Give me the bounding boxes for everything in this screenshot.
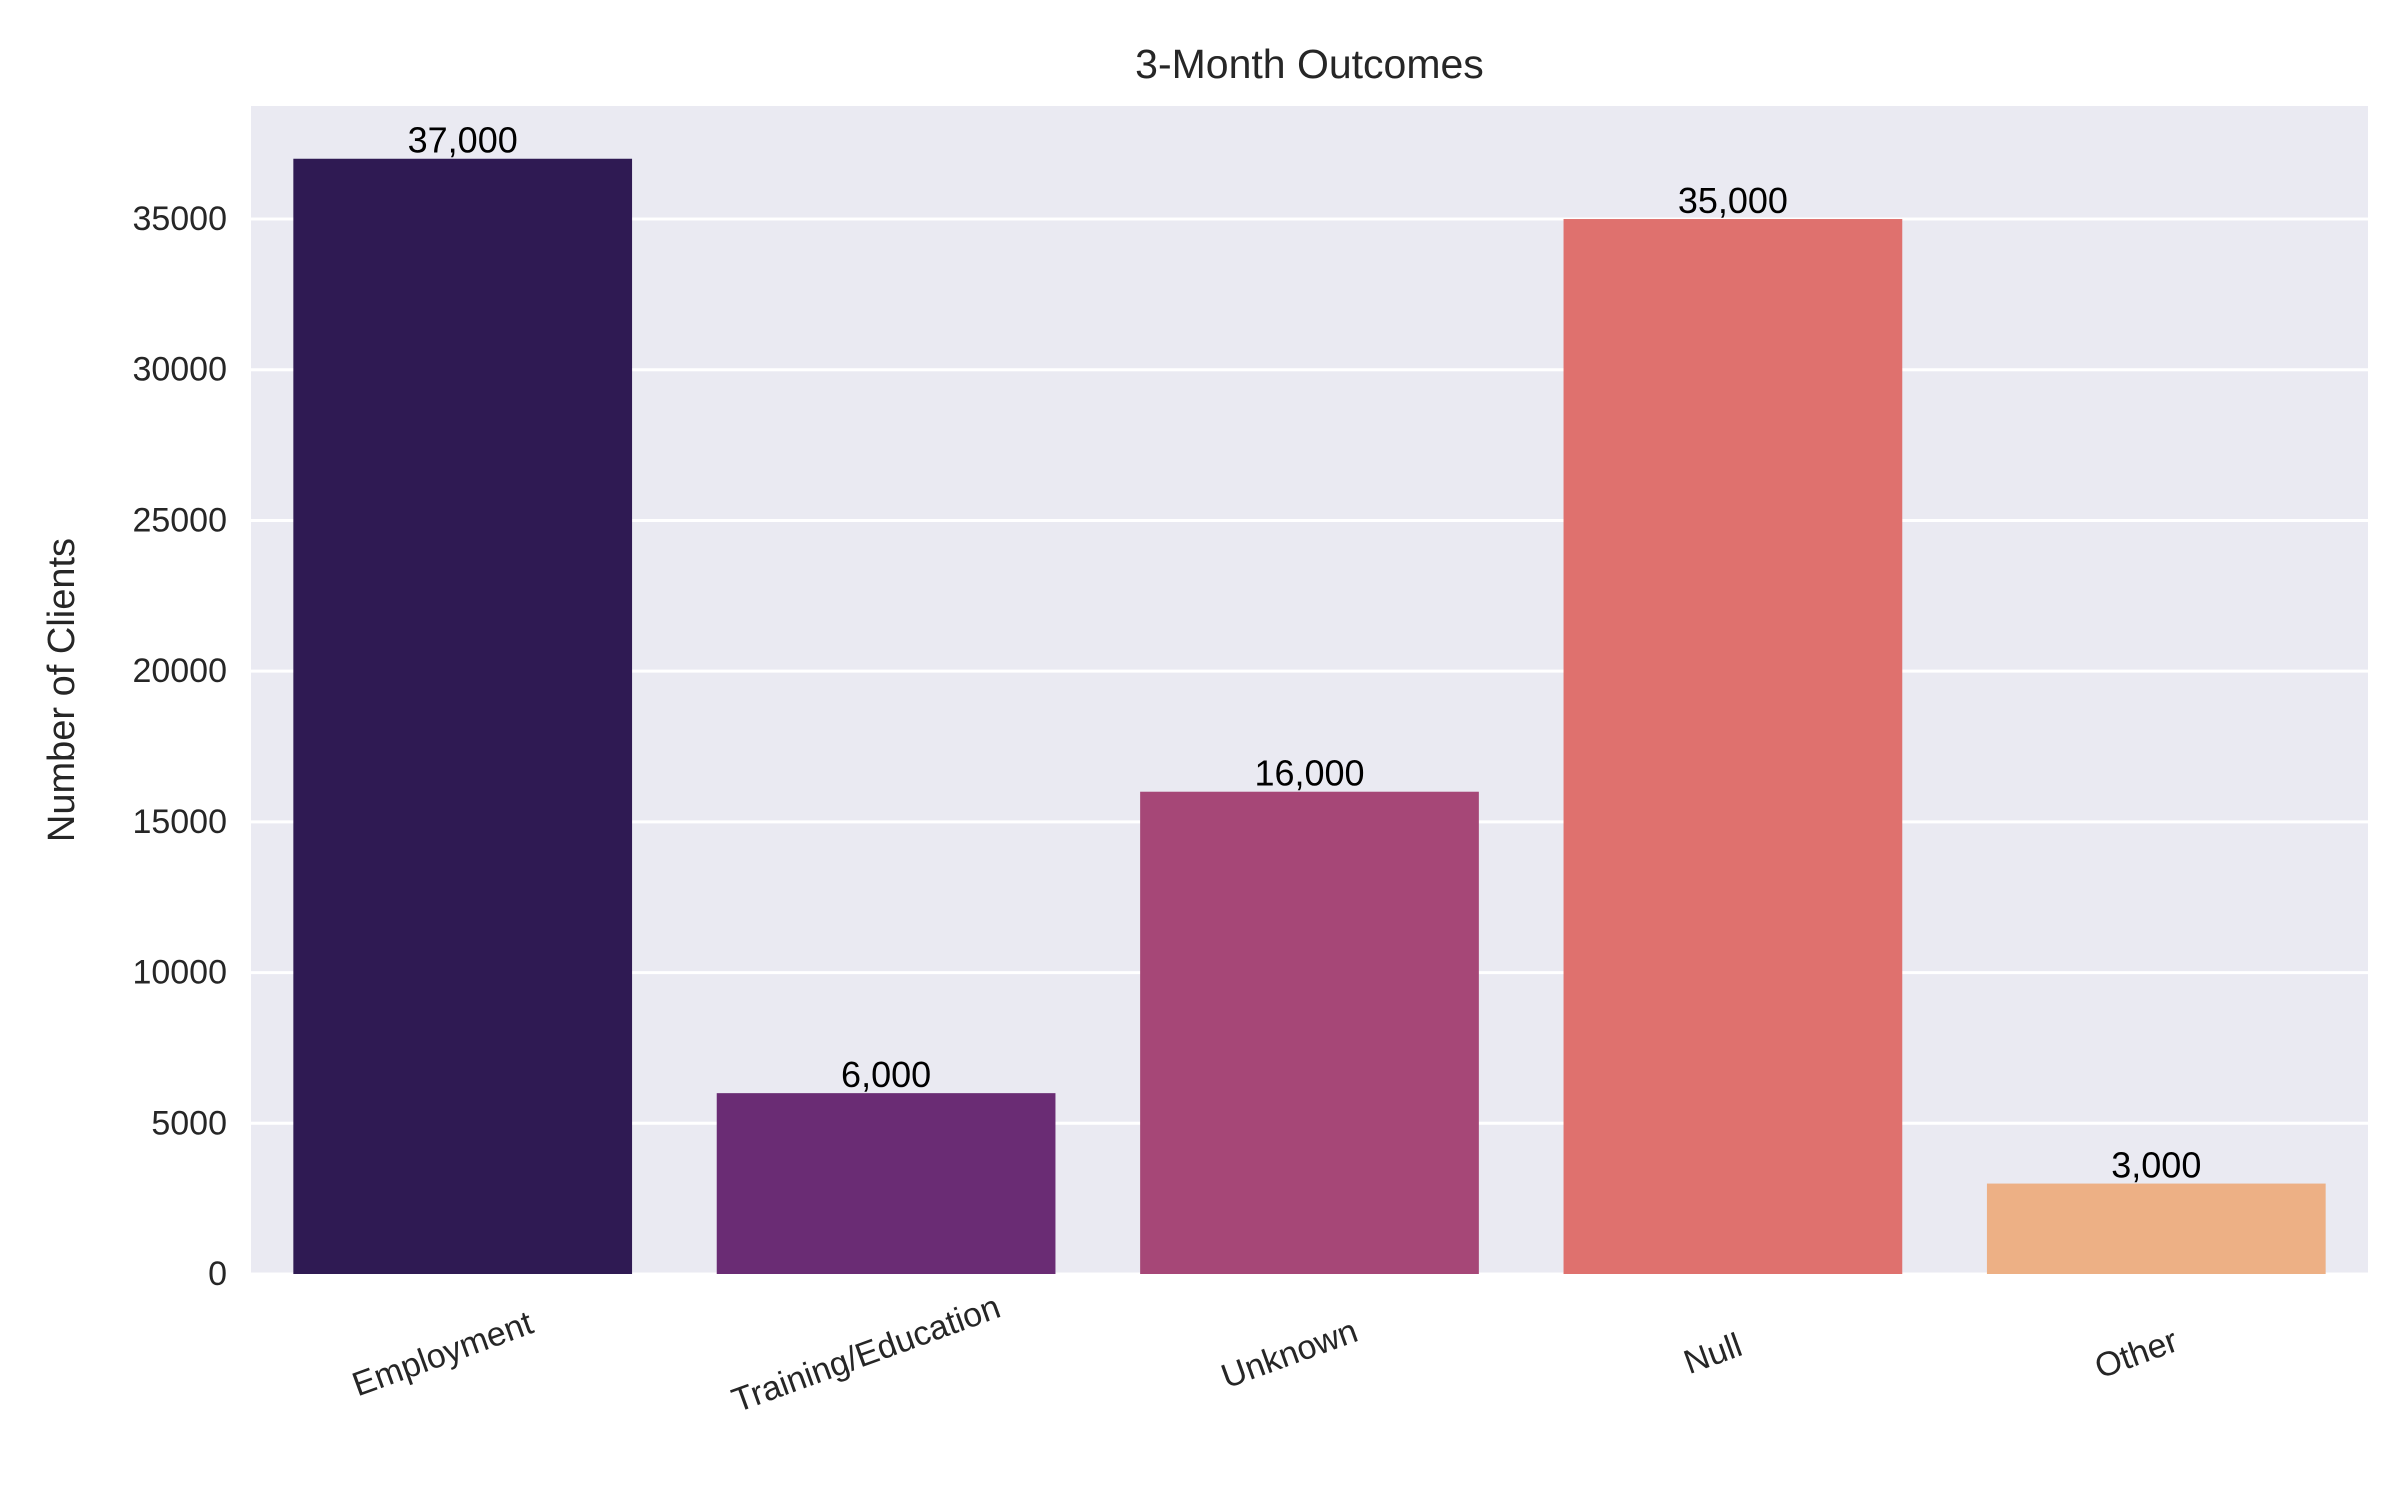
bar — [716, 1093, 1056, 1274]
x-tick-label: Training/Education — [727, 1288, 1005, 1420]
data-label: 16,000 — [1254, 753, 1364, 794]
y-tick-label: 35000 — [132, 200, 227, 238]
bar — [293, 158, 633, 1274]
y-tick-label: 5000 — [151, 1104, 227, 1142]
y-tick-label: 10000 — [132, 954, 227, 992]
y-tick-label: 0 — [208, 1255, 227, 1293]
y-axis-label: Number of Clients — [41, 538, 83, 842]
y-tick-label: 25000 — [132, 501, 227, 539]
y-axis-ticks: 0 5000 10000 15000 20000 25000 30000 35000 — [132, 200, 227, 1293]
bar — [1140, 791, 1479, 1274]
data-label: 3,000 — [2111, 1145, 2201, 1186]
x-tick-label: Other — [2090, 1322, 2183, 1387]
bar — [1563, 219, 1903, 1275]
bar — [1986, 1183, 2326, 1274]
x-tick-label: Null — [1679, 1326, 1747, 1382]
x-tick-label: Unknown — [1216, 1312, 1362, 1396]
x-tick-label: Employment — [347, 1304, 538, 1405]
data-label: 6,000 — [841, 1054, 931, 1095]
bars — [293, 158, 2326, 1275]
y-tick-label: 20000 — [132, 652, 227, 690]
data-labels: 37,000 6,000 16,000 35,000 3,000 — [408, 120, 2202, 1186]
y-tick-label: 30000 — [132, 351, 227, 389]
y-tick-label: 15000 — [132, 803, 227, 841]
data-label: 37,000 — [408, 120, 518, 161]
chart-title: 3-Month Outcomes — [1135, 41, 1484, 87]
data-label: 35,000 — [1678, 180, 1788, 221]
x-axis-ticks: Employment Training/Education Unknown Null O… — [347, 1288, 2182, 1420]
